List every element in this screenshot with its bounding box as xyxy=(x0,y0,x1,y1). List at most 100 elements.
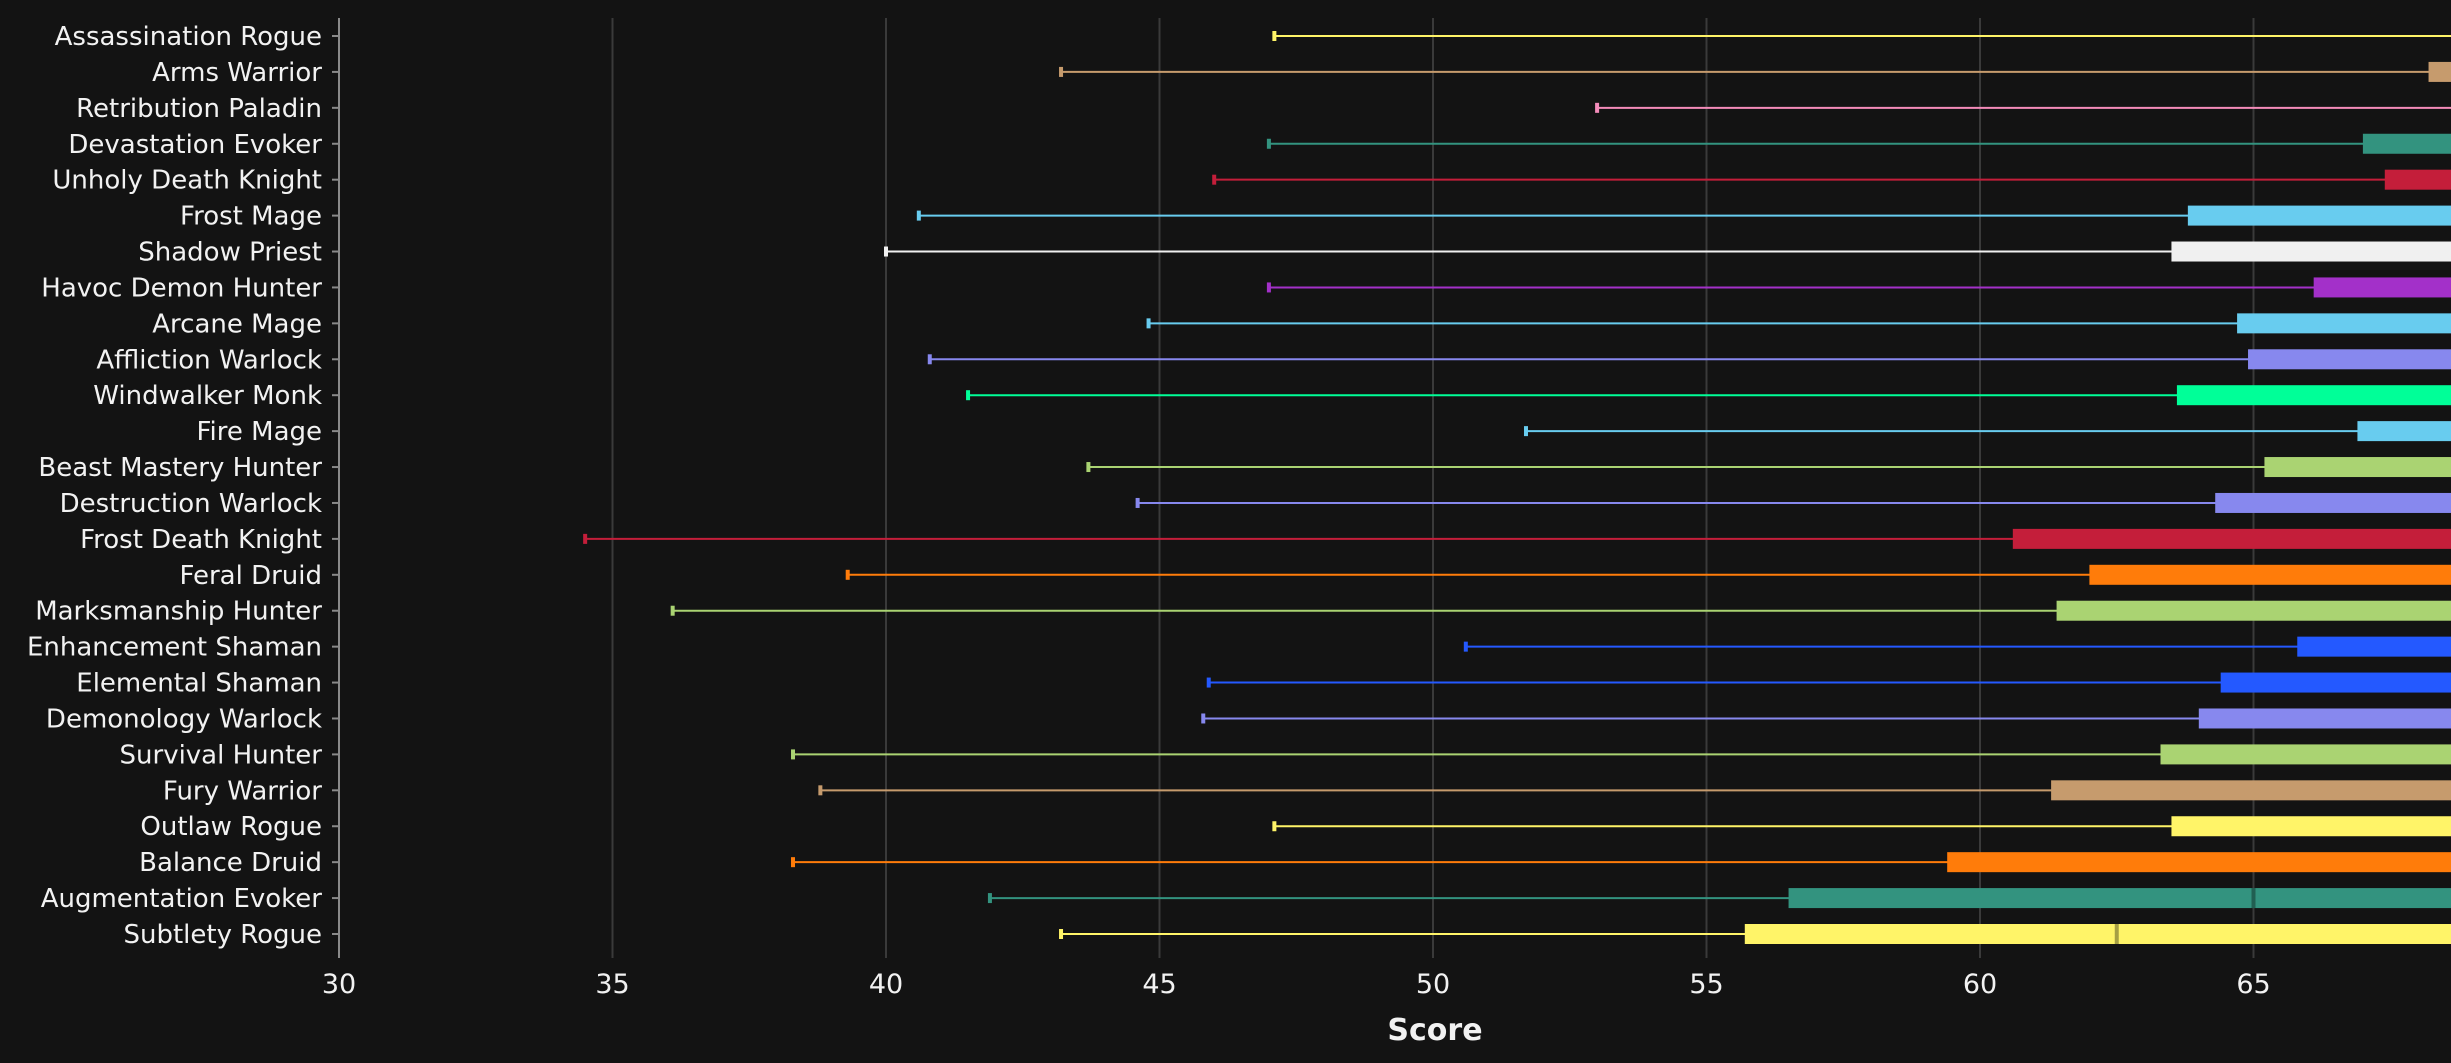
y-tick-label: Balance Druid xyxy=(139,848,322,878)
iqr-box xyxy=(2160,744,2451,765)
box-row xyxy=(818,780,2451,801)
whisker-low-cap xyxy=(884,246,888,257)
iqr-box xyxy=(2313,277,2451,298)
iqr-box xyxy=(2264,457,2451,478)
x-tick-label: 45 xyxy=(1142,969,1176,1000)
whisker-low-cap xyxy=(1595,102,1600,113)
y-tick-label: Retribution Paladin xyxy=(76,94,322,124)
iqr-box xyxy=(2384,169,2451,190)
axes xyxy=(332,18,340,958)
whisker-low-cap xyxy=(966,390,971,401)
whisker-low-cap xyxy=(1086,462,1091,473)
y-tick-label: Destruction Warlock xyxy=(60,489,322,519)
box-row xyxy=(791,744,2451,765)
box-row xyxy=(966,385,2451,406)
whisker-low-cap xyxy=(1463,641,1468,652)
iqr-box xyxy=(2215,492,2451,513)
box-row xyxy=(670,600,2451,621)
box-row xyxy=(1266,133,2451,154)
box-row xyxy=(916,205,2451,226)
y-tick-label: Affliction Warlock xyxy=(96,345,322,375)
box-row xyxy=(884,241,2451,262)
whisker-low-cap xyxy=(1201,713,1206,724)
whisker-low-cap xyxy=(1523,426,1528,437)
y-tick-label: Havoc Demon Hunter xyxy=(41,273,322,303)
median-mark xyxy=(2114,924,2119,944)
box-row xyxy=(1059,61,2451,82)
y-tick-label: Survival Hunter xyxy=(120,740,323,770)
iqr-box xyxy=(1947,852,2451,873)
iqr-box xyxy=(2428,61,2451,82)
box-row xyxy=(845,564,2451,585)
box-row xyxy=(1201,708,2451,729)
whisker-low-cap xyxy=(1272,821,1277,832)
box-row xyxy=(987,888,2451,909)
y-tick-label: Arms Warrior xyxy=(152,58,322,88)
iqr-box xyxy=(2297,636,2451,657)
y-tick-label: Arcane Mage xyxy=(152,309,322,339)
y-tick-label: Devastation Evoker xyxy=(68,130,322,160)
iqr-box xyxy=(1744,924,2451,944)
whisker-low-cap xyxy=(818,785,823,796)
y-tick-label: Shadow Priest xyxy=(138,238,322,268)
whisker-low-cap xyxy=(1266,282,1271,293)
grid-lines xyxy=(611,18,2255,958)
iqr-box xyxy=(2056,600,2451,621)
box-row xyxy=(1463,636,2451,657)
box-row xyxy=(1206,672,2451,693)
y-tick-label: Assassination Rogue xyxy=(55,22,322,52)
whisker-low-cap xyxy=(987,893,992,904)
box-row xyxy=(927,349,2451,370)
iqr-box xyxy=(2362,133,2451,154)
whisker-low-cap xyxy=(1059,66,1064,77)
y-tick-label: Outlaw Rogue xyxy=(140,812,322,842)
whisker-low-cap xyxy=(670,605,675,616)
iqr-box xyxy=(2171,241,2451,262)
iqr-box xyxy=(1788,888,2451,909)
x-axis-label: Score xyxy=(1387,1013,1482,1048)
box-row xyxy=(1146,313,2451,334)
whisker-low-cap xyxy=(1272,31,1277,41)
iqr-box xyxy=(2357,421,2451,442)
whisker-low-cap xyxy=(583,533,588,544)
iqr-box xyxy=(2187,205,2451,226)
y-tick-label: Frost Mage xyxy=(180,202,322,232)
box-row xyxy=(1595,102,2451,113)
whisker-low-cap xyxy=(791,749,796,760)
x-tick-label: 60 xyxy=(1963,969,1997,1000)
y-tick-label: Feral Druid xyxy=(179,561,322,591)
iqr-box xyxy=(2248,349,2451,370)
y-tick-label: Unholy Death Knight xyxy=(52,166,322,196)
box-row xyxy=(1272,816,2451,837)
x-tick-labels: 3035404550556065707580859095100105 xyxy=(322,969,2271,1000)
box-row xyxy=(1212,169,2451,190)
box-row xyxy=(1266,277,2451,298)
iqr-box xyxy=(2089,564,2451,585)
y-tick-label: Enhancement Shaman xyxy=(27,633,322,663)
x-tick-label: 40 xyxy=(869,969,903,1000)
iqr-box xyxy=(2176,385,2451,406)
box-row xyxy=(1059,924,2451,944)
y-tick-labels: Assassination Rogue Arms Warrior Retributi… xyxy=(27,22,322,950)
whisker-low-cap xyxy=(1212,174,1217,185)
x-tick-label: 55 xyxy=(1689,969,1723,1000)
box-row xyxy=(1272,31,2451,41)
iqr-box xyxy=(2051,780,2451,801)
iqr-box xyxy=(2220,672,2451,693)
y-tick-label: Elemental Shaman xyxy=(76,669,322,699)
whisker-low-cap xyxy=(791,857,796,868)
iqr-box xyxy=(2198,708,2451,729)
whisker-low-cap xyxy=(916,210,921,221)
whisker-low-cap xyxy=(1266,138,1271,149)
y-tick-label: Demonology Warlock xyxy=(46,704,322,734)
x-tick-label: 35 xyxy=(595,969,629,1000)
x-tick-label: 50 xyxy=(1416,969,1450,1000)
y-tick-label: Windwalker Monk xyxy=(93,381,322,411)
box-row xyxy=(583,528,2451,549)
whisker-low-cap xyxy=(1059,929,1064,939)
y-tick-label: Beast Mastery Hunter xyxy=(38,453,322,483)
whisker-low-cap xyxy=(1206,677,1211,688)
y-tick-label: Marksmanship Hunter xyxy=(35,597,322,627)
median-mark xyxy=(2251,888,2256,909)
